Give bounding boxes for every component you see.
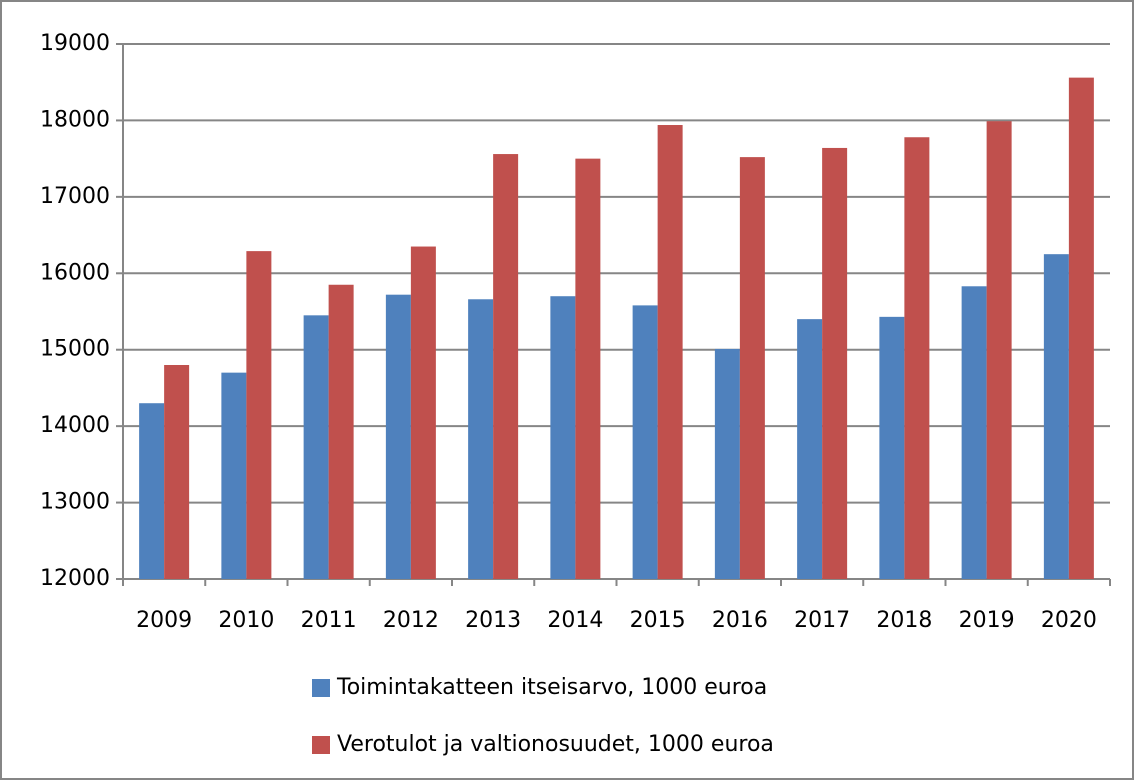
x-tick-label: 2017 — [794, 608, 850, 633]
legend-swatch — [312, 736, 330, 754]
bar — [632, 305, 658, 579]
bar — [714, 348, 740, 579]
bar — [657, 125, 683, 579]
x-tick-label: 2012 — [383, 608, 439, 633]
x-tick-label: 2018 — [876, 608, 932, 633]
bar — [303, 315, 329, 579]
y-tick-label: 19000 — [40, 31, 110, 56]
y-tick-label: 16000 — [40, 260, 110, 285]
legend-label: Verotulot ja valtionosuudet, 1000 euroa — [337, 732, 774, 757]
x-tick-label: 2015 — [630, 608, 686, 633]
bar — [961, 286, 987, 579]
y-tick-label: 13000 — [40, 490, 110, 515]
y-tick-label: 15000 — [40, 337, 110, 362]
x-tick-label: 2010 — [218, 608, 274, 633]
bar — [221, 372, 247, 579]
x-tick-label: 2014 — [547, 608, 603, 633]
y-tick-label: 18000 — [40, 107, 110, 132]
x-tick-label: 2011 — [301, 608, 357, 633]
bar — [328, 284, 354, 579]
x-tick-label: 2009 — [136, 608, 192, 633]
y-tick-label: 12000 — [40, 566, 110, 591]
bar — [739, 157, 765, 579]
bar — [797, 319, 823, 579]
legend-swatch — [312, 679, 330, 697]
x-tick-label: 2013 — [465, 608, 521, 633]
bar — [385, 294, 411, 579]
bar — [879, 316, 905, 579]
bar — [822, 147, 848, 579]
x-tick-label: 2020 — [1041, 608, 1097, 633]
bar — [139, 403, 165, 579]
legend-label: Toimintakatteen itseisarvo, 1000 euroa — [336, 675, 767, 700]
x-tick-label: 2016 — [712, 608, 768, 633]
bar — [410, 246, 436, 580]
bar — [246, 251, 272, 579]
bar — [164, 365, 190, 579]
bar — [1043, 254, 1069, 579]
bar — [904, 137, 930, 579]
x-tick-label: 2019 — [959, 608, 1015, 633]
bar — [1068, 77, 1094, 579]
bar — [493, 154, 519, 580]
bar — [550, 296, 576, 579]
y-tick-label: 17000 — [40, 184, 110, 209]
bar — [575, 158, 601, 579]
bar — [986, 121, 1012, 579]
bar — [468, 299, 494, 579]
y-tick-label: 14000 — [40, 413, 110, 438]
